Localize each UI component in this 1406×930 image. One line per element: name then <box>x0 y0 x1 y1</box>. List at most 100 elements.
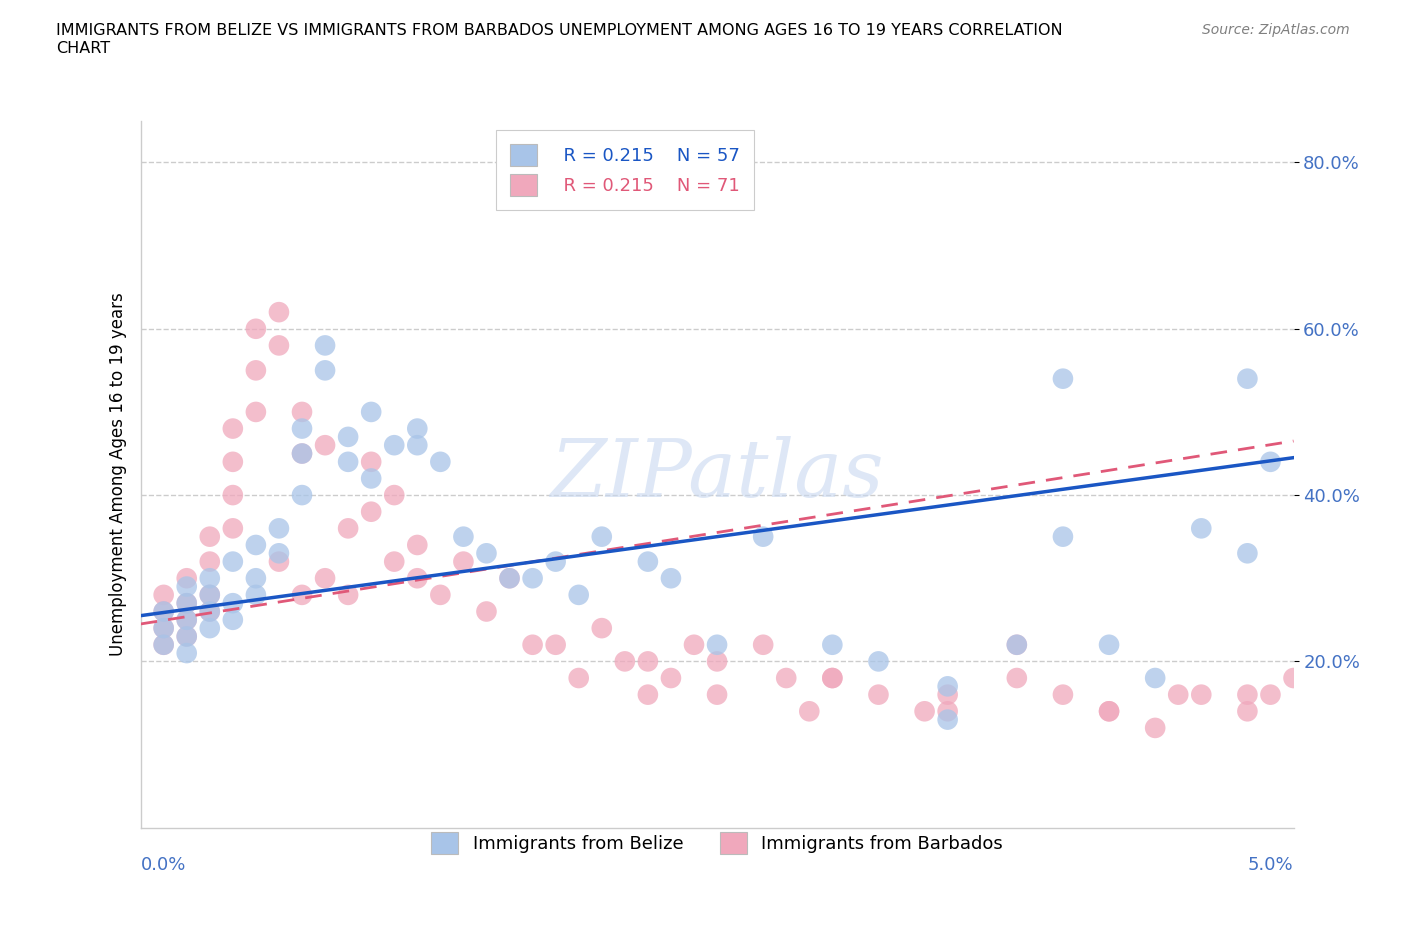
Point <box>360 504 382 519</box>
Point <box>453 554 475 569</box>
Point <box>637 687 659 702</box>
Point <box>291 446 314 461</box>
Point <box>337 430 360 445</box>
Point <box>152 604 174 619</box>
Point <box>152 637 174 652</box>
Point <box>475 604 498 619</box>
Point <box>568 588 591 603</box>
Point <box>406 438 429 453</box>
Point <box>568 671 591 685</box>
Point <box>360 405 382 419</box>
Point <box>544 637 567 652</box>
Point <box>1005 637 1028 652</box>
Point <box>1282 671 1305 685</box>
Point <box>222 521 245 536</box>
Point <box>176 596 198 611</box>
Point <box>659 571 682 586</box>
Point <box>291 446 314 461</box>
Point <box>752 529 775 544</box>
Point <box>222 596 245 611</box>
Y-axis label: Unemployment Among Ages 16 to 19 years: Unemployment Among Ages 16 to 19 years <box>108 292 127 657</box>
Text: ZIPatlas: ZIPatlas <box>550 435 884 513</box>
Point <box>936 704 959 719</box>
Point <box>1189 521 1212 536</box>
Point <box>522 571 544 586</box>
Point <box>176 629 198 644</box>
Point <box>222 455 245 470</box>
Point <box>245 588 267 603</box>
Point <box>406 421 429 436</box>
Point <box>267 305 290 320</box>
Point <box>337 455 360 470</box>
Point <box>706 687 728 702</box>
Point <box>821 671 844 685</box>
Point <box>498 571 520 586</box>
Point <box>522 637 544 652</box>
Point <box>222 554 245 569</box>
Point <box>1005 637 1028 652</box>
Point <box>1236 546 1258 561</box>
Point <box>1052 529 1074 544</box>
Point <box>222 487 245 502</box>
Point <box>498 571 520 586</box>
Point <box>453 529 475 544</box>
Point <box>267 338 290 352</box>
Point <box>198 604 221 619</box>
Point <box>267 554 290 569</box>
Point <box>152 620 174 635</box>
Point <box>198 588 221 603</box>
Point <box>637 654 659 669</box>
Legend: Immigrants from Belize, Immigrants from Barbados: Immigrants from Belize, Immigrants from … <box>416 817 1018 868</box>
Point <box>245 571 267 586</box>
Point <box>176 612 198 627</box>
Point <box>176 612 198 627</box>
Point <box>1052 687 1074 702</box>
Point <box>198 588 221 603</box>
Point <box>1144 721 1167 736</box>
Point <box>337 521 360 536</box>
Point <box>1260 455 1282 470</box>
Point <box>1189 687 1212 702</box>
Point <box>613 654 636 669</box>
Point <box>291 588 314 603</box>
Point <box>198 620 221 635</box>
Text: 0.0%: 0.0% <box>141 856 186 874</box>
Point <box>291 421 314 436</box>
Point <box>1236 687 1258 702</box>
Point <box>659 671 682 685</box>
Point <box>382 438 405 453</box>
Point <box>152 620 174 635</box>
Point <box>475 546 498 561</box>
Point <box>775 671 797 685</box>
Point <box>752 637 775 652</box>
Point <box>152 604 174 619</box>
Point <box>429 455 451 470</box>
Point <box>936 687 959 702</box>
Point <box>198 604 221 619</box>
Point <box>1236 371 1258 386</box>
Point <box>1260 687 1282 702</box>
Point <box>337 588 360 603</box>
Point <box>245 538 267 552</box>
Point <box>1236 704 1258 719</box>
Point <box>245 405 267 419</box>
Point <box>821 671 844 685</box>
Point <box>314 338 336 352</box>
Point <box>222 612 245 627</box>
Point <box>683 637 706 652</box>
Point <box>821 637 844 652</box>
Point <box>706 654 728 669</box>
Point <box>152 588 174 603</box>
Point <box>245 322 267 337</box>
Point <box>406 538 429 552</box>
Point <box>637 554 659 569</box>
Point <box>291 487 314 502</box>
Point <box>1052 371 1074 386</box>
Point <box>591 620 613 635</box>
Point <box>360 471 382 485</box>
Point <box>591 529 613 544</box>
Point <box>152 637 174 652</box>
Point <box>1005 671 1028 685</box>
Point <box>914 704 936 719</box>
Text: Source: ZipAtlas.com: Source: ZipAtlas.com <box>1202 23 1350 37</box>
